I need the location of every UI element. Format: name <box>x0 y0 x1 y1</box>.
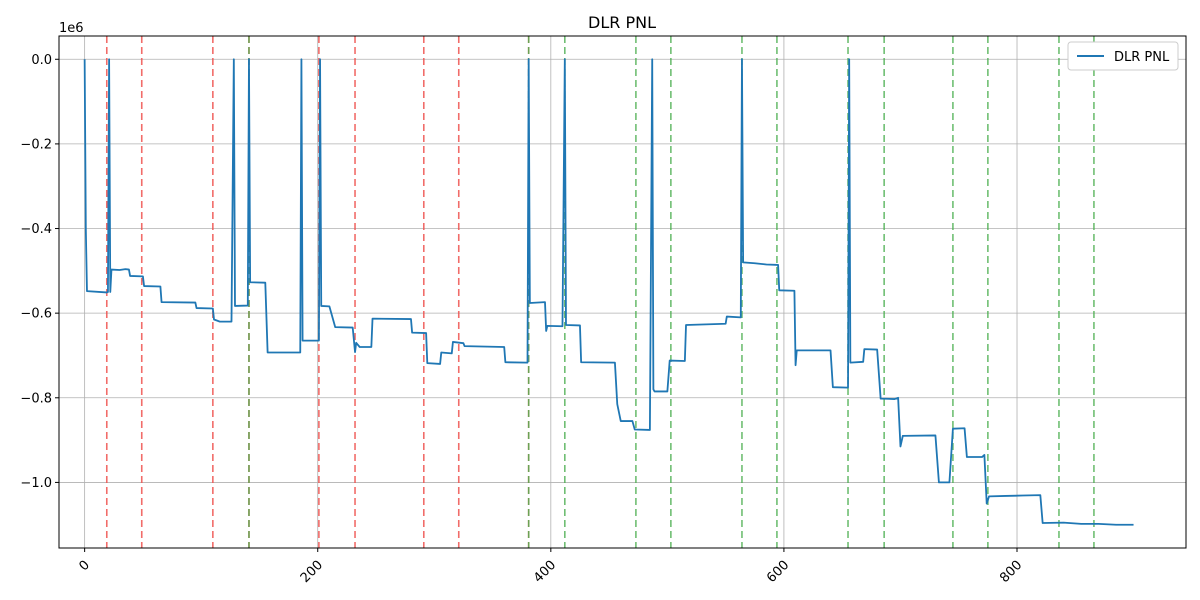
legend-label: DLR PNL <box>1114 50 1170 65</box>
x-tick-label: 0 <box>77 558 93 574</box>
x-tick-label: 400 <box>531 558 559 586</box>
x-tick-label: 600 <box>764 558 792 586</box>
vertical-lines <box>105 36 1095 548</box>
chart-title: DLR PNL <box>588 13 656 32</box>
series-layer <box>83 58 1134 526</box>
x-tick-label: 800 <box>997 558 1025 586</box>
x-tick-label: 200 <box>298 558 326 586</box>
legend-box <box>1067 41 1179 71</box>
y-tick-label: −0.4 <box>20 222 52 237</box>
grid-layer <box>59 36 1186 548</box>
y-tick-label: −0.8 <box>20 391 52 406</box>
legend: DLR PNL <box>1067 41 1179 71</box>
y-tick-label: −1.0 <box>20 476 52 491</box>
tick-layer: 0 200 400 600 800 0.0 −0.2 −0.4 −0.6 −0.8 −1.0 <box>20 53 1025 586</box>
series-line-dlr-pnl <box>83 58 1134 526</box>
y-tick-label: 0.0 <box>31 53 52 68</box>
y-offset-label: 1e6 <box>59 21 84 36</box>
y-tick-label: −0.2 <box>20 137 52 152</box>
plot-frame <box>58 35 1187 549</box>
y-tick-label: −0.6 <box>20 307 52 322</box>
